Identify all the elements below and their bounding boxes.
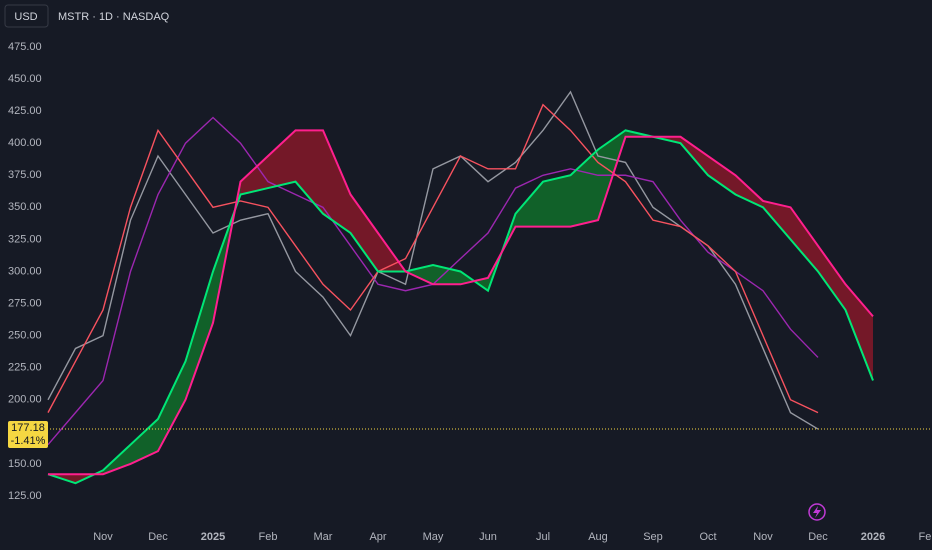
alert-icon[interactable] <box>808 503 826 521</box>
x-tick-label: Nov <box>753 531 773 543</box>
x-tick-label: 2026 <box>861 531 885 543</box>
cloud-segment <box>185 271 213 400</box>
cloud-segment <box>240 156 268 195</box>
x-tick-label: Dec <box>808 531 828 543</box>
currency[interactable]: USD <box>14 11 37 23</box>
y-tick-label: 450.00 <box>8 73 42 85</box>
x-tick-label: Mar <box>314 531 333 543</box>
x-tick-label: Jul <box>536 531 550 543</box>
y-tick-label: 425.00 <box>8 105 42 117</box>
x-tick-label: Dec <box>148 531 168 543</box>
y-tick-label: 275.00 <box>8 297 42 309</box>
y-tick-label: 300.00 <box>8 265 42 277</box>
cloud-segment <box>818 245 846 310</box>
x-tick-label: Nov <box>93 531 113 543</box>
x-tick-label: May <box>423 531 444 543</box>
y-tick-label: 325.00 <box>8 233 42 245</box>
series-line <box>47 129 874 485</box>
y-tick-label: 350.00 <box>8 201 42 213</box>
x-tick-label: Feb <box>919 531 932 543</box>
x-tick-label: Oct <box>699 531 716 543</box>
cloud-segment <box>295 130 323 214</box>
y-tick-label: 250.00 <box>8 330 42 342</box>
cloud-segment <box>323 130 351 233</box>
series-line <box>48 129 874 476</box>
x-tick-label: Jun <box>479 531 497 543</box>
cloud-segment <box>763 200 791 240</box>
y-tick-label: 150.00 <box>8 458 42 470</box>
cloud-segment <box>680 136 708 176</box>
x-tick-label: Feb <box>259 531 278 543</box>
y-tick-label: 225.00 <box>8 362 42 374</box>
last-change: -1.41% <box>11 435 46 447</box>
y-tick-label: 200.00 <box>8 394 42 406</box>
alert-ring[interactable] <box>808 503 826 521</box>
alert-bolt[interactable] <box>813 506 821 518</box>
symbol-title: MSTR · 1D · NASDAQ <box>58 11 170 23</box>
x-tick-label: Apr <box>369 531 386 543</box>
cloud-segment <box>790 207 818 272</box>
currency-button[interactable] <box>4 4 49 28</box>
x-tick-label: Aug <box>588 531 608 543</box>
x-tick-label: Sep <box>643 531 663 543</box>
cloud-segment <box>268 130 296 189</box>
y-tick-label: 400.00 <box>8 137 42 149</box>
cloud-segment <box>543 175 571 227</box>
y-tick-label: 125.00 <box>8 490 42 502</box>
cloud-segment <box>735 175 763 208</box>
cloud-segment <box>130 419 158 464</box>
series-line <box>47 103 819 414</box>
last-price: 177.18 <box>11 422 45 434</box>
x-tick-label: 2025 <box>201 531 225 543</box>
cloud-segment <box>708 156 736 195</box>
cloud-segment <box>515 181 543 227</box>
cloud-segment <box>350 194 378 272</box>
y-tick-label: 475.00 <box>8 41 42 53</box>
price-label-box <box>8 421 48 449</box>
y-tick-label: 375.00 <box>8 169 42 181</box>
lines <box>47 90 874 485</box>
